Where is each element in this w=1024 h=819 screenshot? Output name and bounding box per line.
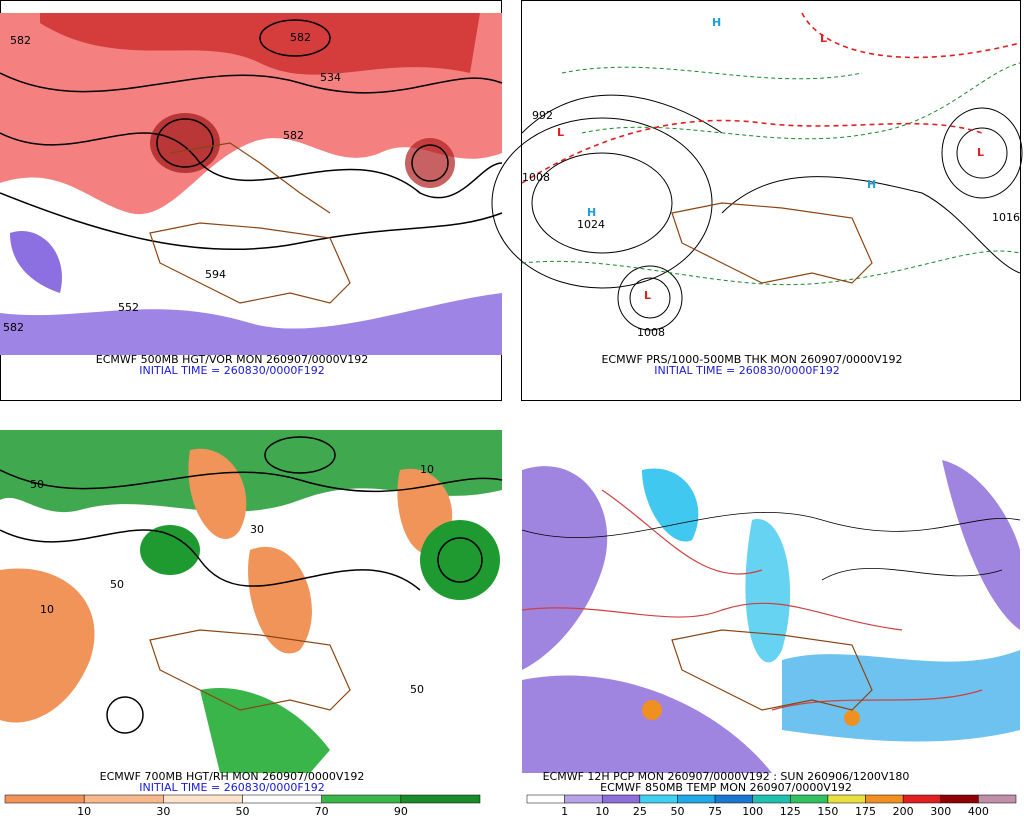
contour-label: 992 <box>532 109 553 122</box>
colorbar-label: 300 <box>930 805 951 818</box>
contour-label: 30 <box>250 523 264 536</box>
colorbar-swatch <box>790 794 829 804</box>
caption: ECMWF PRS/1000-500MB THK MON 260907/0000… <box>601 353 902 366</box>
contour-label: 50 <box>110 578 124 591</box>
contour-label: 552 <box>118 301 139 314</box>
pressure-center: L <box>977 146 984 159</box>
contour-label: 582 <box>290 31 311 44</box>
colorbar-swatch <box>902 794 942 804</box>
map-prs-thk: H L L H L L H 1024 1008 1016 1008 992 <box>491 12 1023 355</box>
colorbar-label: 90 <box>394 805 408 818</box>
caption-temp: ECMWF 850MB TEMP MON 260907/0000V192 <box>600 781 852 794</box>
colorbar-swatch <box>242 794 322 804</box>
caption: ECMWF 500MB HGT/VOR MON 260907/0000V192 <box>96 353 368 366</box>
initial-time: INITIAL TIME = 260830/0000F192 <box>139 364 324 377</box>
caption: ECMWF 700MB HGT/RH MON 260907/0000V192 <box>100 770 365 783</box>
colorbar-label: 25 <box>633 805 647 818</box>
colorbar-swatch <box>978 794 1017 804</box>
colorbar-swatch <box>827 794 866 804</box>
contour-label: 50 <box>410 683 424 696</box>
contour-label: 582 <box>283 129 304 142</box>
colorbar-swatch <box>940 794 979 804</box>
colorbar-swatch <box>163 794 243 804</box>
colorbar-swatch <box>865 794 904 804</box>
initial-time: INITIAL TIME = 260830/0000F192 <box>654 364 839 377</box>
colorbar-swatch <box>321 794 402 804</box>
pressure-center: H <box>712 16 721 29</box>
colorbar-label: 10 <box>595 805 609 818</box>
contour-label: 1008 <box>522 171 550 184</box>
colorbar-label: 10 <box>77 805 91 818</box>
contour-label: 10 <box>420 463 434 476</box>
contour-label: 594 <box>205 268 226 281</box>
colorbar-label: 50 <box>236 805 250 818</box>
pressure-center: L <box>820 32 827 45</box>
pressure-center: L <box>644 289 651 302</box>
contour-label: 1008 <box>637 326 665 339</box>
colorbar-label: 1 <box>561 805 568 818</box>
initial-time: INITIAL TIME = 260830/0000F192 <box>139 781 324 794</box>
map-precip <box>521 430 1021 773</box>
colorbar-label: 70 <box>315 805 329 818</box>
pressure-center: H <box>587 206 596 219</box>
colorbar-label: 100 <box>742 805 763 818</box>
contour-label: 534 <box>320 71 341 84</box>
contour-label: 1024 <box>577 218 605 231</box>
pressure-center: H <box>867 178 876 191</box>
contour-label: 50 <box>30 478 44 491</box>
colorbar-swatch <box>677 794 716 804</box>
colorbar-label: 50 <box>670 805 684 818</box>
colorbar-label: 400 <box>968 805 989 818</box>
contour-label: 1016 <box>992 211 1020 224</box>
colorbar-label: 75 <box>708 805 722 818</box>
colorbar-label: 200 <box>893 805 914 818</box>
colorbar-swatch <box>752 794 791 804</box>
colorbar-swatch <box>564 794 603 804</box>
colorbar-swatch <box>639 794 678 804</box>
colorbar-label: 175 <box>855 805 876 818</box>
colorbar-swatch <box>400 794 481 804</box>
colorbar-swatch <box>83 794 164 804</box>
colorbar-swatch <box>4 794 85 804</box>
colorbar-swatch <box>601 794 641 804</box>
colorbar-label: 125 <box>780 805 801 818</box>
contour-label: 10 <box>40 603 54 616</box>
contour-label: 582 <box>3 321 24 334</box>
colorbar-swatch <box>714 794 753 804</box>
colorbar-swatch <box>526 794 565 804</box>
caption: ECMWF 12H PCP MON 260907/0000V192 : SUN … <box>543 770 910 783</box>
colorbar-label: 150 <box>817 805 838 818</box>
map-500mb: 582 534 582 582 594 582 552 <box>0 13 503 355</box>
map-700mb: 50 10 50 30 10 50 <box>0 430 503 773</box>
colorbar-label: 30 <box>156 805 170 818</box>
pressure-center: L <box>557 126 564 139</box>
panel-frame <box>521 0 1021 401</box>
contour-label: 582 <box>10 34 31 47</box>
